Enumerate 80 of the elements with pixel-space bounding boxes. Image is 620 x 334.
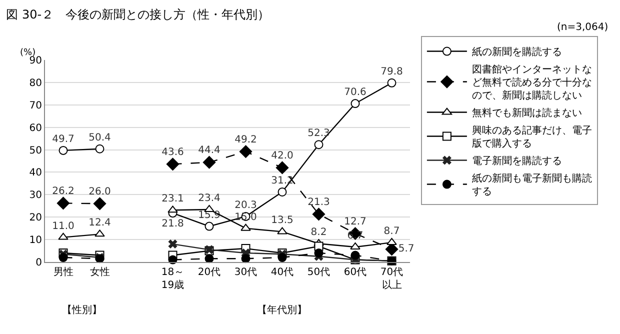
point — [350, 99, 360, 108]
point — [204, 254, 214, 264]
point — [240, 224, 251, 231]
point — [94, 230, 105, 237]
x-tick-label: 50代 — [307, 267, 330, 278]
legend-label: 電子新聞を購読する — [472, 155, 562, 168]
chart-title: 図 30-２ 今後の新聞との接し方（性・年代別） — [6, 7, 270, 22]
y-tick-label: 0 — [36, 258, 42, 268]
point — [241, 254, 250, 264]
data-label: 49.7 — [52, 134, 74, 145]
y-tick-label: 40 — [29, 168, 42, 179]
y-tick-label: 60 — [29, 122, 42, 134]
data-label: 52.3 — [308, 128, 330, 140]
point — [278, 253, 287, 262]
data-label: 5.7 — [398, 244, 414, 255]
data-label: 70.6 — [344, 87, 366, 98]
x-tick-label: 70代以上 — [380, 267, 404, 291]
data-label: 79.8 — [380, 66, 403, 78]
data-label: 43.6 — [162, 147, 184, 158]
point — [168, 240, 178, 249]
y-tick-label: 80 — [29, 78, 42, 89]
data-label: 23.1 — [162, 194, 184, 205]
point — [239, 145, 252, 158]
x-tick-label: 30代 — [234, 267, 258, 278]
data-label: 12.7 — [344, 216, 366, 228]
legend-label: 紙の新聞も電子新聞も購読する — [472, 172, 592, 198]
data-label: 44.4 — [198, 145, 220, 156]
data-label: 23.4 — [198, 192, 220, 204]
legend-label: 無料でも新聞は読まない — [472, 107, 582, 120]
x-tick-label: 60代 — [344, 267, 367, 278]
y-tick-label: 50 — [29, 145, 42, 156]
data-label: 13.5 — [271, 215, 294, 226]
data-label: 26.0 — [88, 186, 111, 198]
x-tick-label: 18～19歳 — [161, 267, 184, 291]
x-tick-label: 男性 — [53, 266, 74, 278]
point — [58, 253, 68, 262]
y-axis-title: (%) — [20, 48, 36, 58]
data-label: 20.3 — [234, 200, 257, 211]
y-tick-label: 90 — [29, 56, 42, 66]
data-label: 49.2 — [234, 134, 257, 146]
y-tick-label: 10 — [29, 235, 42, 246]
data-label: 8.7 — [384, 226, 400, 237]
y-tick-label: 70 — [29, 100, 42, 112]
point — [56, 196, 70, 210]
data-label: 21.3 — [308, 197, 330, 208]
data-label: 21.8 — [162, 218, 184, 230]
legend-label: 図書館やインターネットなど無料で読める分で十分なので、新聞は購読しない — [472, 64, 592, 102]
point — [386, 238, 397, 245]
data-label: 12.4 — [88, 218, 111, 229]
x-tick-label: 40代 — [270, 267, 294, 278]
point — [312, 208, 326, 221]
y-tick-label: 30 — [29, 190, 42, 202]
point — [58, 146, 68, 155]
point — [350, 242, 360, 250]
data-label: 11.0 — [52, 220, 74, 232]
point — [350, 250, 360, 260]
data-label: 50.4 — [88, 132, 111, 144]
legend-label: 興味のある記事だけ、電子版で購入する — [472, 124, 592, 150]
point — [93, 197, 106, 210]
point — [202, 156, 216, 169]
text: 【年代別】 — [257, 304, 307, 316]
data-label: 8.2 — [310, 227, 327, 238]
legend-label: 紙の新聞を購読する — [472, 46, 562, 58]
point — [277, 227, 288, 234]
text: 【性別】 — [62, 304, 102, 316]
x-tick-label: 20代 — [198, 267, 221, 278]
point — [314, 140, 324, 150]
point — [314, 248, 324, 258]
text: (n=3,064) — [557, 22, 608, 33]
data-label: 26.2 — [52, 186, 74, 198]
point — [204, 222, 214, 231]
point — [276, 161, 289, 174]
data-label: 42.0 — [271, 150, 294, 162]
y-tick-label: 20 — [29, 212, 42, 224]
point — [387, 78, 396, 88]
point — [95, 144, 104, 154]
point — [278, 187, 287, 196]
x-tick-label: 女性 — [90, 266, 110, 278]
point — [168, 206, 178, 213]
point — [166, 158, 180, 170]
